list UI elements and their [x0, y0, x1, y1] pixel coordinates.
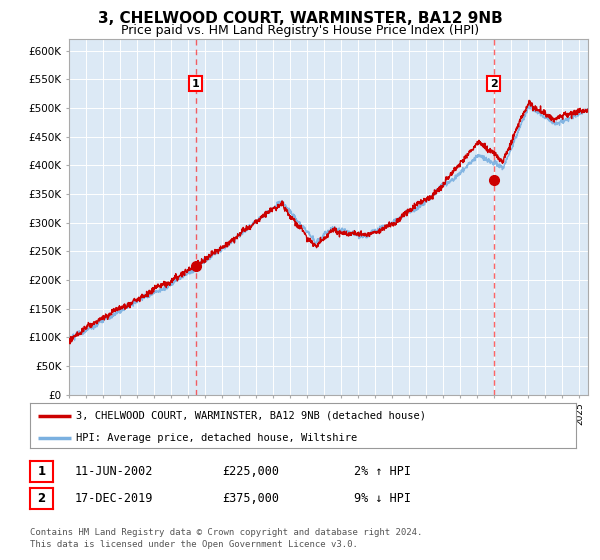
Text: HPI: Average price, detached house, Wiltshire: HPI: Average price, detached house, Wilt…: [76, 433, 358, 443]
Text: This data is licensed under the Open Government Licence v3.0.: This data is licensed under the Open Gov…: [30, 540, 358, 549]
Text: 1: 1: [192, 78, 199, 88]
Text: 11-JUN-2002: 11-JUN-2002: [75, 465, 154, 478]
Text: 3, CHELWOOD COURT, WARMINSTER, BA12 9NB: 3, CHELWOOD COURT, WARMINSTER, BA12 9NB: [98, 11, 502, 26]
Text: 2: 2: [37, 492, 46, 505]
Text: Contains HM Land Registry data © Crown copyright and database right 2024.: Contains HM Land Registry data © Crown c…: [30, 528, 422, 536]
Text: £225,000: £225,000: [222, 465, 279, 478]
Text: 2: 2: [490, 78, 497, 88]
Text: 1: 1: [37, 465, 46, 478]
Text: 2% ↑ HPI: 2% ↑ HPI: [354, 465, 411, 478]
Text: Price paid vs. HM Land Registry's House Price Index (HPI): Price paid vs. HM Land Registry's House …: [121, 24, 479, 36]
Text: 17-DEC-2019: 17-DEC-2019: [75, 492, 154, 505]
Text: £375,000: £375,000: [222, 492, 279, 505]
Text: 3, CHELWOOD COURT, WARMINSTER, BA12 9NB (detached house): 3, CHELWOOD COURT, WARMINSTER, BA12 9NB …: [76, 410, 427, 421]
Text: 9% ↓ HPI: 9% ↓ HPI: [354, 492, 411, 505]
